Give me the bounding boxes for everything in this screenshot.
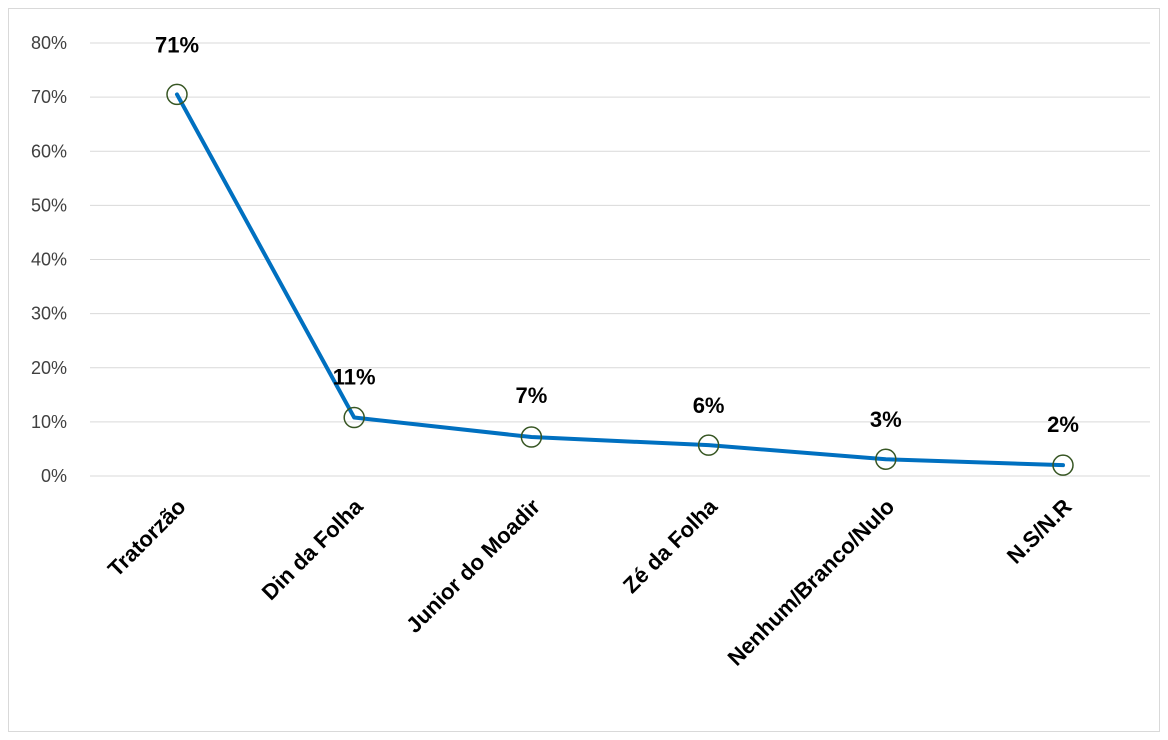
x-tick-label: Tratorzão: [103, 494, 191, 582]
data-point: [520, 426, 543, 448]
x-tick-label: Nenhum/Branco/Nulo: [723, 494, 900, 671]
y-tick-label: 20%: [31, 358, 67, 378]
data-point: [166, 83, 188, 106]
y-axis-ticks: 0% 10% 20% 30% 40% 50% 60% 70% 80%: [31, 33, 67, 486]
y-tick-label: 40%: [31, 250, 67, 270]
gridlines: [90, 42, 1150, 477]
y-tick-label: 70%: [31, 87, 67, 107]
data-label: 3%: [870, 407, 902, 432]
y-tick-label: 30%: [31, 304, 67, 324]
y-tick-label: 80%: [31, 33, 67, 53]
data-point: [875, 448, 897, 470]
series-line: [175, 92, 1065, 468]
y-tick-label: 60%: [31, 141, 67, 161]
y-tick-label: 0%: [41, 466, 67, 486]
y-tick-label: 10%: [31, 412, 67, 432]
data-label: 71%: [155, 32, 199, 57]
data-markers: [166, 83, 1074, 476]
data-point: [1052, 454, 1074, 476]
x-tick-label: Zé da Folha: [618, 493, 723, 598]
data-labels: 71% 11% 7% 6% 3% 2%: [155, 32, 1079, 437]
x-tick-label: Junior do Moadir: [401, 494, 545, 638]
data-label: 7%: [516, 383, 548, 408]
y-tick-label: 50%: [31, 195, 67, 215]
data-point: [343, 406, 365, 429]
x-tick-label: Din da Folha: [257, 493, 369, 605]
data-label: 6%: [693, 393, 725, 418]
data-label: 11%: [333, 365, 376, 390]
chart-frame: [8, 8, 1160, 732]
data-label: 2%: [1047, 412, 1079, 437]
x-axis-ticks: Tratorzão Din da Folha Junior do Moadir Zé …: [103, 493, 1077, 670]
x-tick-label: N.S/N.R: [1002, 494, 1077, 569]
data-point: [697, 434, 720, 456]
